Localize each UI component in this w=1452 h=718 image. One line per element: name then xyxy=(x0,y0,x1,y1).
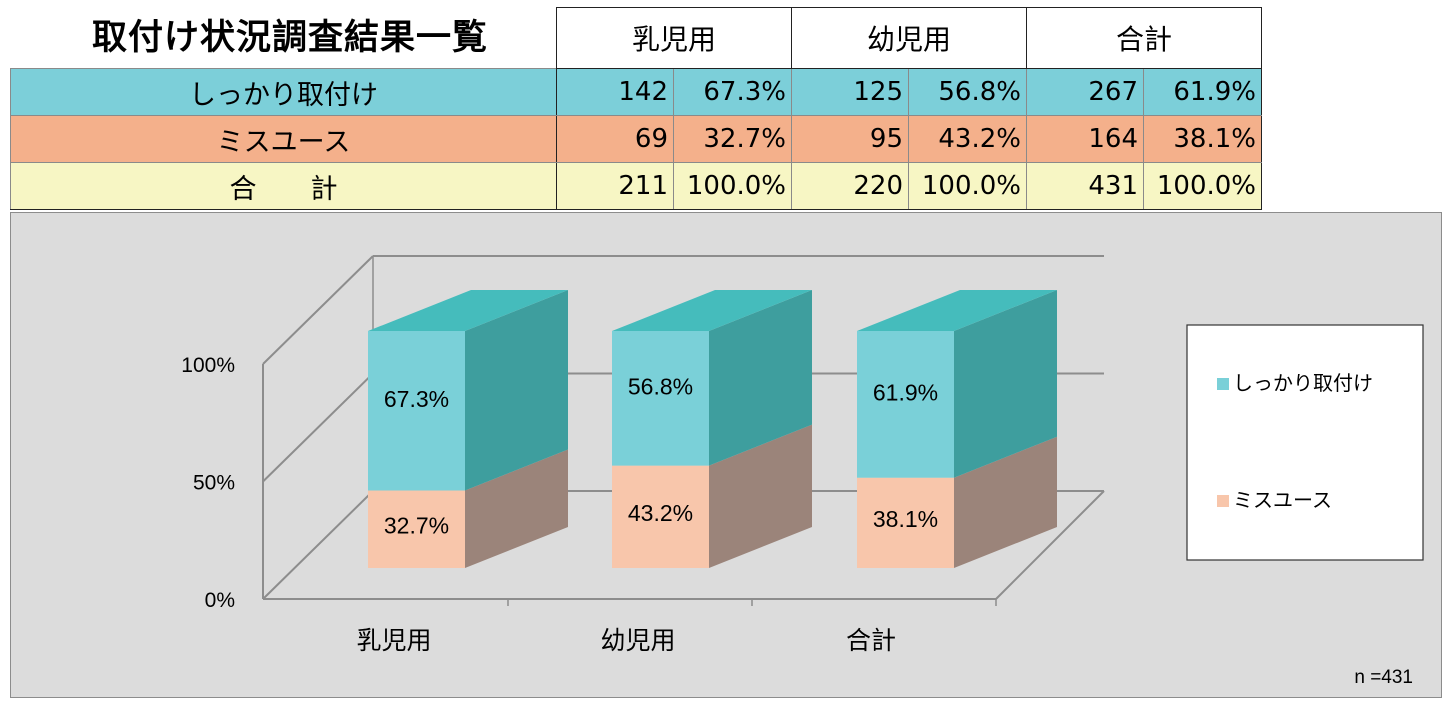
data-label-misuse: 38.1% xyxy=(873,506,938,532)
cell-count: 211 xyxy=(556,162,674,210)
y-tick-label: 100% xyxy=(181,354,235,377)
cell-percent: 61.9% xyxy=(1143,68,1262,116)
table-row-secure: しっかり取付け 142 67.3% 125 56.8% 267 61.9% xyxy=(10,68,1262,116)
x-category-label: 幼児用 xyxy=(600,626,675,655)
cell-percent: 43.2% xyxy=(908,115,1027,163)
table-header-row: 乳児用 幼児用 合計 xyxy=(11,7,1262,69)
y-tick-label: 0% xyxy=(205,589,235,612)
cell-count: 142 xyxy=(556,68,674,116)
row-label: ミスユース xyxy=(10,115,557,163)
bar-side-misuse xyxy=(465,449,568,568)
bar-side-misuse xyxy=(954,436,1057,568)
depth-gridline xyxy=(262,490,374,600)
cell-percent: 100.0% xyxy=(908,162,1027,210)
data-label-misuse: 43.2% xyxy=(628,500,693,526)
bar-side-misuse xyxy=(709,424,812,568)
sample-size-note: n =431 xyxy=(1354,667,1413,688)
table-row-misuse: ミスユース 69 32.7% 95 43.2% 164 38.1% xyxy=(10,115,1262,163)
header-total: 合計 xyxy=(1026,7,1262,69)
data-label-secure: 56.8% xyxy=(628,373,693,399)
x-category-label: 乳児用 xyxy=(356,626,431,655)
x-category-label: 合計 xyxy=(846,626,896,655)
bar-side-secure xyxy=(465,290,568,491)
cell-count: 431 xyxy=(1026,162,1144,210)
row-label: しっかり取付け xyxy=(10,68,557,116)
bar-top-face xyxy=(368,290,568,331)
cell-count: 220 xyxy=(791,162,909,210)
header-infant: 乳児用 xyxy=(556,7,792,69)
data-label-secure: 61.9% xyxy=(873,379,938,405)
y-tick-label: 50% xyxy=(193,472,235,495)
cell-percent: 100.0% xyxy=(673,162,792,210)
bar-misuse xyxy=(857,477,954,568)
cell-percent: 100.0% xyxy=(1143,162,1262,210)
cell-count: 164 xyxy=(1026,115,1144,163)
results-table: 乳児用 幼児用 合計 しっかり取付け 142 67.3% 125 56.8% 2… xyxy=(10,7,1262,210)
cell-percent: 67.3% xyxy=(673,68,792,116)
legend-swatch-secure xyxy=(1217,378,1229,390)
header-toddler: 幼児用 xyxy=(791,7,1027,69)
bar-misuse xyxy=(368,490,465,568)
row-label: 合 計 xyxy=(10,162,557,210)
legend-label-secure: しっかり取付け xyxy=(1233,371,1373,395)
table-row-total: 合 計 211 100.0% 220 100.0% 431 100.0% xyxy=(10,162,1262,210)
cell-count: 267 xyxy=(1026,68,1144,116)
table-title: 取付け状況調査結果一覧 xyxy=(91,18,488,58)
data-label-secure: 67.3% xyxy=(384,386,449,412)
stacked-bar-chart: 0% 50% 100% 67.3% 32.7% 乳児用 56.8% 43.2% 幼児用 61.9%… xyxy=(181,255,1424,688)
legend-label-misuse: ミスユース xyxy=(1233,488,1332,512)
cell-count: 69 xyxy=(556,115,674,163)
depth-gridline xyxy=(262,255,374,365)
chart-panel: 0% 50% 100% 67.3% 32.7% 乳児用 56.8% 43.2% 幼児用 61.9%… xyxy=(10,212,1442,698)
legend-box xyxy=(1186,324,1424,561)
bar-secure xyxy=(368,331,465,491)
bar-top-face xyxy=(857,290,1057,331)
bar-secure xyxy=(612,331,709,466)
cell-percent: 38.1% xyxy=(1143,115,1262,163)
cell-percent: 32.7% xyxy=(673,115,792,163)
bar-side-secure xyxy=(709,290,812,466)
cell-count: 95 xyxy=(791,115,909,163)
cell-count: 125 xyxy=(791,68,909,116)
cell-percent: 56.8% xyxy=(908,68,1027,116)
bar-misuse xyxy=(612,465,709,568)
header-blank xyxy=(11,8,557,69)
bar-secure xyxy=(857,331,954,478)
legend-swatch-misuse xyxy=(1217,495,1229,507)
floor-edge xyxy=(995,490,1105,600)
bar-top-face xyxy=(612,290,812,331)
data-label-misuse: 32.7% xyxy=(384,512,449,538)
depth-gridline xyxy=(262,372,374,483)
bar-side-secure xyxy=(954,290,1057,478)
